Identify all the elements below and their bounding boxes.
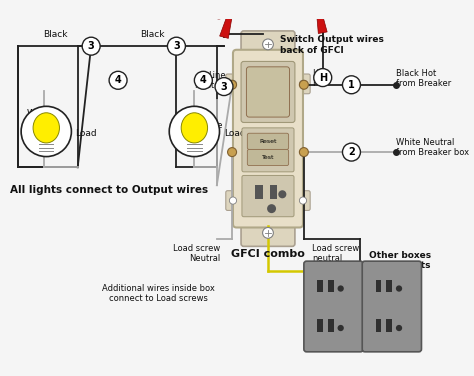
Text: Line
Hot: Line Hot — [312, 69, 329, 88]
Ellipse shape — [337, 285, 344, 292]
Bar — [386, 319, 392, 332]
Bar — [358, 296, 363, 317]
Text: Additional wires inside box
connect to Load screws: Additional wires inside box connect to L… — [102, 284, 215, 303]
Text: Black: Black — [43, 30, 67, 39]
FancyBboxPatch shape — [226, 74, 240, 94]
Circle shape — [300, 80, 307, 88]
Circle shape — [263, 39, 273, 50]
Text: 4: 4 — [115, 75, 121, 85]
FancyBboxPatch shape — [241, 61, 295, 123]
Circle shape — [229, 80, 237, 88]
Circle shape — [82, 37, 100, 55]
Polygon shape — [317, 13, 327, 33]
Text: White: White — [27, 109, 53, 118]
Circle shape — [21, 106, 72, 156]
Text: H: H — [319, 73, 327, 83]
FancyBboxPatch shape — [247, 149, 289, 165]
FancyBboxPatch shape — [242, 128, 294, 172]
Bar — [362, 296, 368, 317]
Text: 3: 3 — [88, 41, 94, 51]
Ellipse shape — [396, 325, 402, 331]
Text: Load: Load — [224, 129, 246, 138]
Circle shape — [228, 80, 237, 89]
Circle shape — [300, 197, 307, 204]
Text: Load screw
Neutral: Load screw Neutral — [173, 244, 220, 263]
Bar — [255, 185, 263, 199]
Circle shape — [267, 204, 276, 213]
Text: Reset: Reset — [259, 139, 277, 144]
Text: 3: 3 — [220, 82, 228, 92]
Text: 2: 2 — [348, 147, 355, 157]
Circle shape — [263, 227, 273, 238]
Text: All lights connect to Output wires: All lights connect to Output wires — [10, 185, 209, 195]
Text: White Neutral
from Breaker box: White Neutral from Breaker box — [396, 138, 469, 157]
FancyBboxPatch shape — [226, 191, 240, 211]
Ellipse shape — [396, 285, 402, 292]
Ellipse shape — [278, 190, 286, 198]
Bar — [328, 319, 334, 332]
FancyBboxPatch shape — [362, 261, 421, 352]
Text: 4: 4 — [200, 75, 207, 85]
Bar — [416, 296, 421, 317]
Text: Load: Load — [75, 129, 97, 138]
FancyBboxPatch shape — [242, 176, 294, 217]
Circle shape — [194, 71, 212, 89]
Circle shape — [169, 106, 219, 156]
Bar — [386, 279, 392, 292]
Circle shape — [228, 148, 237, 156]
Ellipse shape — [337, 325, 344, 331]
Text: 3: 3 — [173, 41, 180, 51]
Bar — [270, 185, 277, 199]
Text: Test: Test — [262, 155, 274, 160]
Circle shape — [300, 80, 309, 89]
Text: Black Hot
from Breaker: Black Hot from Breaker — [396, 69, 452, 88]
Bar — [318, 319, 323, 332]
Ellipse shape — [33, 113, 59, 143]
Bar — [376, 319, 381, 332]
Circle shape — [343, 143, 360, 161]
Polygon shape — [219, 17, 232, 38]
FancyBboxPatch shape — [304, 261, 363, 352]
FancyBboxPatch shape — [241, 220, 295, 246]
Text: Switch Output wires
back of GFCI: Switch Output wires back of GFCI — [280, 35, 383, 55]
Circle shape — [229, 197, 237, 204]
Text: Black: Black — [140, 30, 164, 39]
FancyBboxPatch shape — [296, 191, 310, 211]
Circle shape — [314, 68, 332, 86]
Bar — [376, 279, 381, 292]
Circle shape — [214, 10, 223, 19]
Circle shape — [167, 37, 185, 55]
Text: Line
Neutral: Line Neutral — [194, 71, 226, 90]
Bar — [318, 279, 323, 292]
Text: Load screw
neutral: Load screw neutral — [312, 244, 359, 263]
Text: Other boxes
with outlets: Other boxes with outlets — [369, 251, 431, 270]
Text: White: White — [196, 121, 223, 130]
FancyBboxPatch shape — [233, 50, 303, 227]
FancyBboxPatch shape — [296, 74, 310, 94]
FancyBboxPatch shape — [241, 31, 295, 58]
Ellipse shape — [181, 113, 208, 143]
Text: GFCI combo: GFCI combo — [231, 249, 305, 259]
Circle shape — [109, 71, 127, 89]
FancyBboxPatch shape — [246, 67, 290, 117]
Bar — [304, 296, 309, 317]
Circle shape — [215, 77, 233, 96]
Bar — [328, 279, 334, 292]
Circle shape — [322, 5, 331, 14]
Circle shape — [343, 76, 360, 94]
Circle shape — [300, 148, 309, 156]
FancyBboxPatch shape — [247, 133, 289, 149]
Text: 1: 1 — [348, 80, 355, 90]
